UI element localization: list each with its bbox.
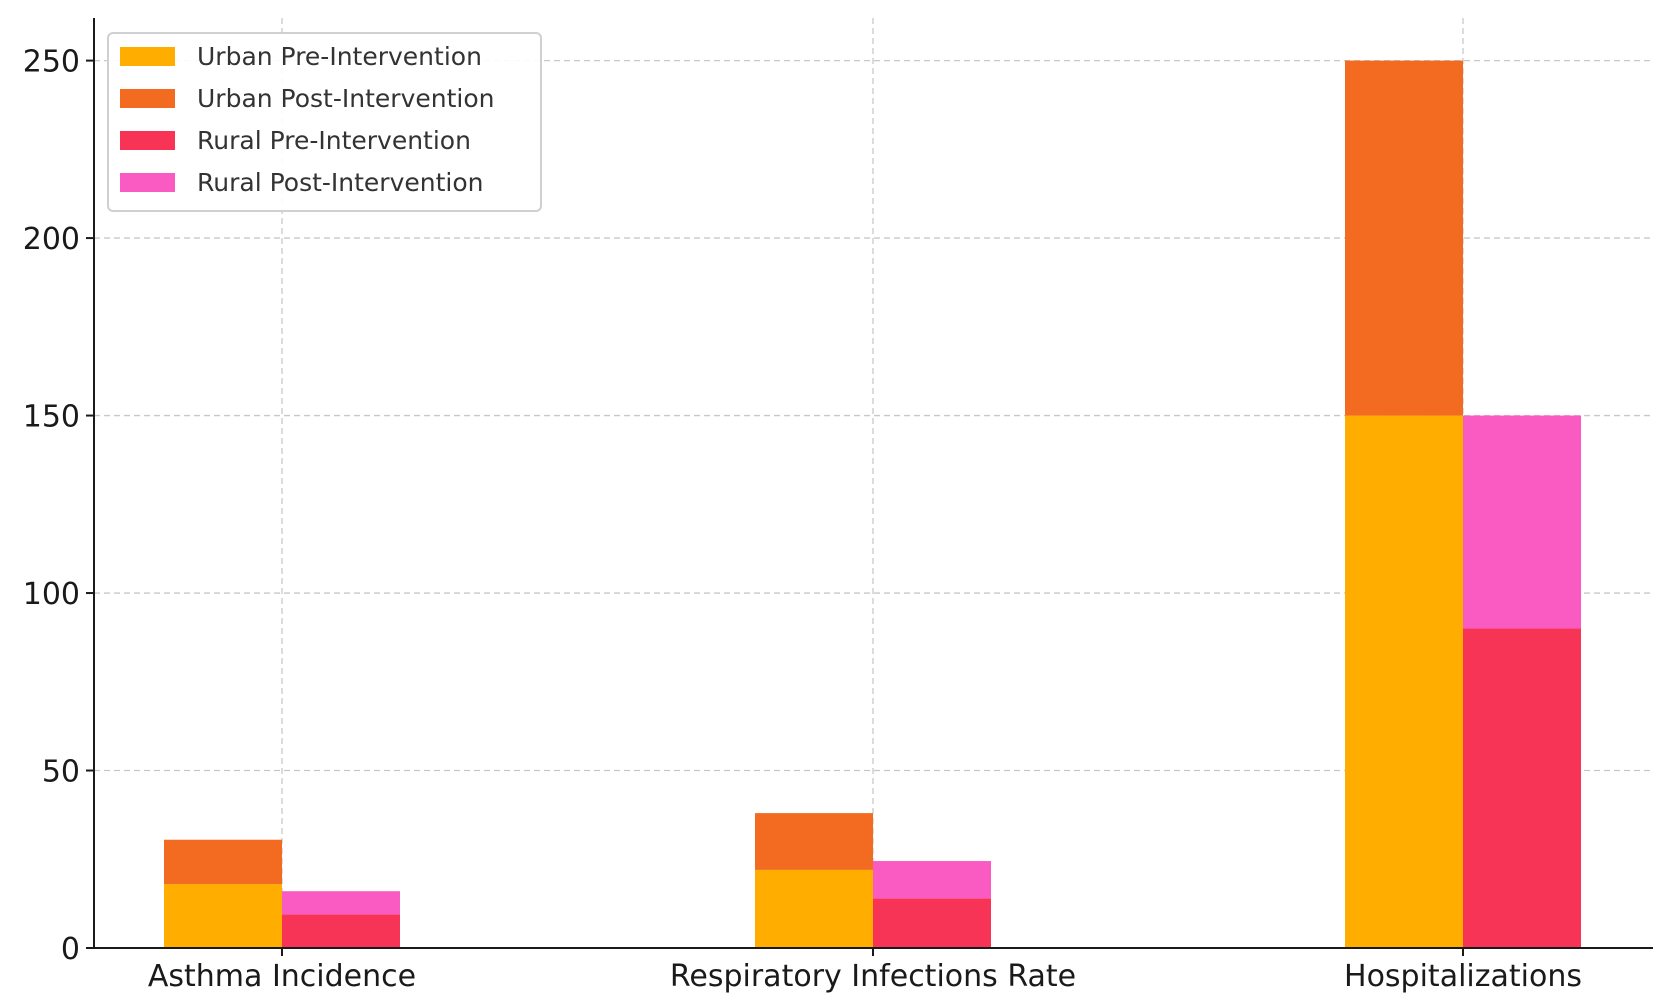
legend-label-0: Urban Pre-Intervention <box>197 42 482 71</box>
bar-rural-post-intervention-2 <box>1463 415 1581 629</box>
legend-label-3: Rural Post-Intervention <box>197 168 484 197</box>
legend-frame <box>107 32 542 212</box>
bar-urban-pre-intervention-2 <box>1345 415 1463 948</box>
bar-rural-post-intervention-1 <box>873 861 991 899</box>
legend-swatch-1 <box>120 89 175 108</box>
bar-rural-pre-intervention-0 <box>282 914 400 948</box>
bar-urban-post-intervention-0 <box>164 839 282 885</box>
y-tick-label-200: 200 <box>23 222 80 257</box>
x-category-label-1: Respiratory Infections Rate <box>670 959 1076 994</box>
y-tick-label-100: 100 <box>23 577 80 612</box>
legend: Urban Pre-Intervention Urban Post-Interve… <box>107 32 542 212</box>
bar-urban-pre-intervention-1 <box>755 869 873 948</box>
y-tick-label-0: 0 <box>61 932 80 967</box>
y-tick-label-150: 150 <box>23 400 80 435</box>
legend-swatch-3 <box>120 173 175 192</box>
y-tick-label-250: 250 <box>23 45 80 80</box>
bars <box>164 60 1581 948</box>
bar-urban-pre-intervention-0 <box>164 884 282 948</box>
bar-rural-post-intervention-0 <box>282 891 400 915</box>
legend-label-1: Urban Post-Intervention <box>197 84 494 113</box>
y-ticks: 0 50 100 150 200 250 <box>23 45 94 967</box>
legend-swatch-0 <box>120 47 175 66</box>
legend-swatch-2 <box>120 131 175 150</box>
x-category-label-0: Asthma Incidence <box>148 959 416 994</box>
y-tick-label-50: 50 <box>42 755 80 790</box>
bar-rural-pre-intervention-1 <box>873 898 991 948</box>
x-category-label-2: Hospitalizations <box>1344 959 1582 994</box>
legend-label-2: Rural Pre-Intervention <box>197 126 471 155</box>
x-categories: Asthma Incidence Respiratory Infections R… <box>148 948 1582 994</box>
bar-urban-post-intervention-1 <box>755 813 873 870</box>
bar-rural-pre-intervention-2 <box>1463 628 1581 948</box>
bar-urban-post-intervention-2 <box>1345 60 1463 416</box>
